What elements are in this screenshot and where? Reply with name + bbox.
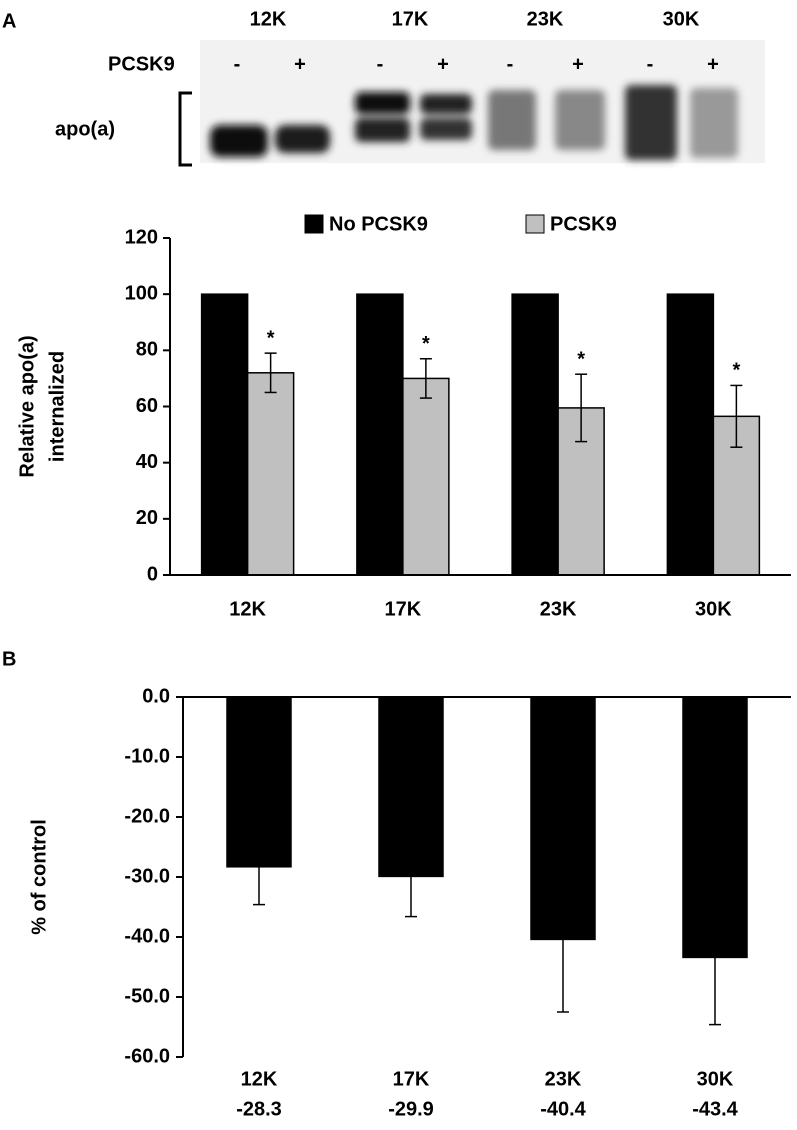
- significance-mark: *: [267, 327, 275, 349]
- y-tick-label: 20: [136, 507, 158, 529]
- panel-label: A: [2, 10, 16, 32]
- error-bar: [405, 835, 417, 918]
- error-bar: [730, 384, 743, 448]
- y-tick-label: -10.0: [124, 745, 170, 767]
- y-tick-label: 0: [147, 563, 158, 585]
- bar: [246, 372, 295, 576]
- sign-label: +: [294, 53, 306, 75]
- size-label: 23K: [527, 8, 564, 30]
- y-tick-label: -40.0: [124, 925, 170, 947]
- size-label: 17K: [392, 8, 429, 30]
- legend-swatch: [304, 214, 324, 234]
- sign-label: -: [647, 53, 654, 75]
- y-tick-label: 120: [125, 226, 158, 248]
- error-bar: [575, 373, 588, 443]
- y-tick-label: -60.0: [124, 1045, 170, 1067]
- sign-label: -: [234, 53, 241, 75]
- blot-bands: [210, 85, 738, 160]
- bar: [666, 293, 715, 576]
- error-bar: [557, 866, 569, 1013]
- y-tick-label: 40: [136, 451, 158, 473]
- western-blot: [200, 40, 765, 163]
- legend-label: No PCSK9: [329, 213, 428, 235]
- y-tick-label: -20.0: [124, 805, 170, 827]
- y-tick-label: 0.0: [142, 685, 170, 707]
- x-tick-label: 30K: [697, 1068, 734, 1090]
- significance-mark: *: [577, 348, 585, 370]
- band-label: apo(a): [55, 118, 115, 140]
- x-tick-label: 30K: [695, 598, 732, 620]
- x-tick-label: 17K: [385, 598, 422, 620]
- legend-swatch: [525, 214, 545, 234]
- x-tick-label: 23K: [545, 1068, 582, 1090]
- x-tick-label: 12K: [241, 1068, 278, 1090]
- value-label: -40.4: [540, 1098, 586, 1120]
- significance-mark: *: [422, 333, 430, 355]
- x-tick-label: 12K: [229, 598, 266, 620]
- sign-label: +: [572, 53, 584, 75]
- y-tick-label: 80: [136, 339, 158, 361]
- size-label: 30K: [663, 8, 700, 30]
- x-tick-label: 17K: [393, 1068, 430, 1090]
- error-bar: [264, 352, 277, 394]
- significance-mark: *: [732, 360, 740, 382]
- panel-label: B: [2, 648, 16, 670]
- error-bar: [709, 889, 721, 1026]
- bar: [200, 293, 249, 576]
- sign-label: +: [437, 53, 449, 75]
- value-label: -28.3: [236, 1098, 282, 1120]
- y-axis-label: Relative apo(a): [16, 335, 38, 477]
- size-label: 12K: [250, 8, 287, 30]
- y-axis-label: internalized: [46, 351, 68, 462]
- y-axis-label: % of control: [28, 819, 50, 935]
- bar: [511, 293, 559, 576]
- band-bracket: [178, 91, 192, 167]
- x-tick-label: 23K: [540, 598, 577, 620]
- y-tick-label: 100: [125, 282, 158, 304]
- y-tick-label: -30.0: [124, 865, 170, 887]
- bar: [356, 293, 404, 576]
- value-label: -43.4: [692, 1098, 738, 1120]
- bar: [402, 377, 450, 576]
- legend-label: PCSK9: [550, 213, 617, 235]
- value-label: -29.9: [388, 1098, 434, 1120]
- treatment-label: PCSK9: [108, 53, 175, 75]
- error-bar: [253, 828, 265, 906]
- sign-label: +: [707, 53, 719, 75]
- sign-label: -: [507, 53, 514, 75]
- error-bar: [419, 358, 432, 399]
- y-tick-label: -50.0: [124, 985, 170, 1007]
- y-tick-label: 60: [136, 395, 158, 417]
- sign-label: -: [377, 53, 384, 75]
